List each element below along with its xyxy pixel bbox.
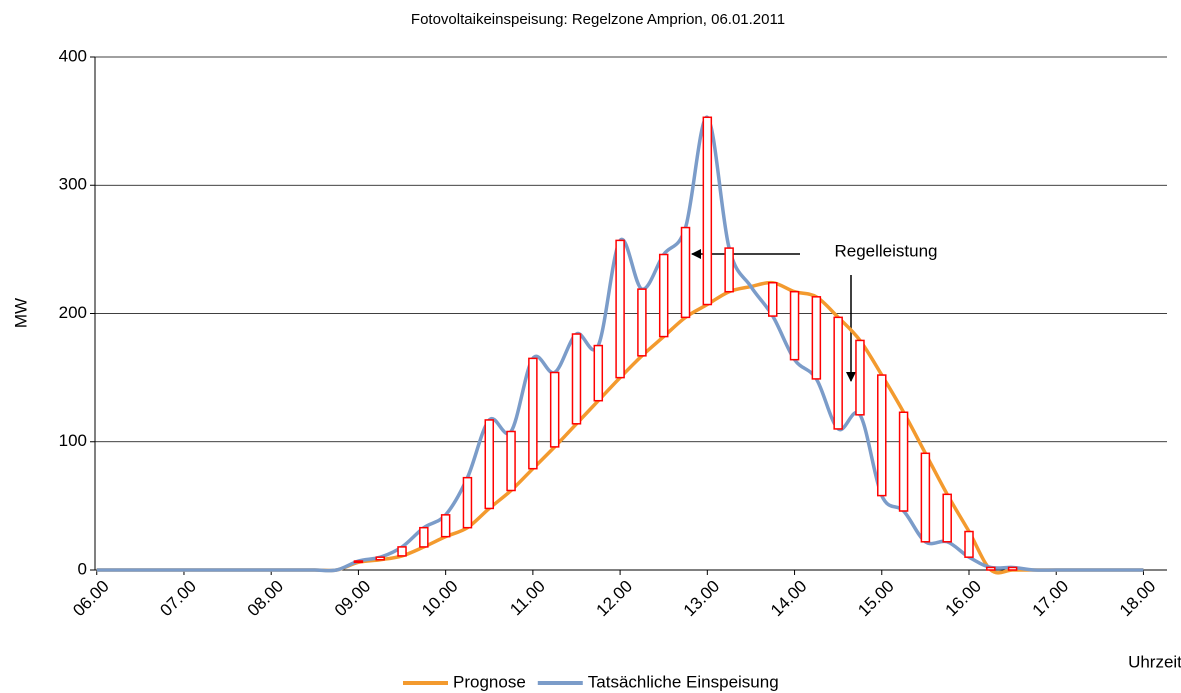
difference-box: [462, 476, 473, 529]
legend-label: Prognose: [453, 672, 526, 691]
difference-box: [942, 493, 952, 543]
difference-box: [724, 247, 734, 293]
x-tick-label: 12.00: [593, 577, 637, 621]
x-tick-label: 10.00: [418, 577, 462, 621]
difference-box: [964, 530, 974, 558]
y-tick-label: 300: [59, 175, 87, 194]
x-tick-label: 09.00: [331, 577, 375, 621]
x-tick-label: 17.00: [1029, 577, 1073, 621]
y-tick-label: 200: [59, 303, 87, 322]
difference-box: [397, 546, 407, 557]
difference-box: [615, 239, 625, 379]
difference-box: [877, 374, 887, 497]
x-tick-label: 07.00: [156, 577, 200, 621]
difference-box: [658, 253, 669, 338]
difference-box: [833, 316, 843, 430]
annotation: Regelleistung: [834, 241, 937, 260]
x-tick-label: 11.00: [506, 577, 549, 620]
difference-box: [506, 430, 516, 492]
chart-title: Fotovoltaikeinspeisung: Regelzone Amprio…: [411, 11, 785, 28]
difference-box: [1007, 566, 1018, 571]
y-tick-label: 400: [59, 46, 87, 65]
x-tick-label: 13.00: [680, 577, 724, 621]
difference-box: [811, 296, 822, 380]
difference-box: [419, 526, 429, 548]
y-axis-title: MW: [11, 298, 30, 328]
difference-box: [680, 226, 691, 319]
difference-box: [855, 339, 865, 416]
difference-box: [789, 290, 800, 361]
x-tick-label: 06.00: [69, 577, 113, 621]
difference-box: [549, 371, 560, 448]
difference-box: [484, 419, 495, 510]
difference-box: [986, 566, 996, 571]
difference-box: [702, 116, 713, 306]
difference-box: [440, 514, 451, 538]
difference-box: [593, 344, 604, 402]
x-tick-label: 16.00: [941, 577, 985, 621]
x-tick-label: 15.00: [854, 577, 898, 621]
y-tick-label: 100: [59, 431, 87, 450]
difference-box: [767, 281, 778, 317]
y-tick-label: 0: [78, 559, 87, 578]
difference-box: [898, 411, 909, 512]
difference-box: [528, 357, 538, 470]
x-axis-title: Uhrzeit: [1128, 652, 1181, 671]
difference-box: [571, 333, 582, 425]
x-tick-label: 14.00: [767, 577, 811, 621]
difference-box: [375, 556, 385, 561]
difference-box: [353, 560, 364, 564]
difference-box: [920, 452, 931, 543]
x-tick-label: 08.00: [244, 577, 288, 621]
difference-box: [637, 288, 647, 357]
x-tick-label: 18.00: [1116, 577, 1160, 621]
legend-label: Tatsächliche Einspeisung: [588, 672, 779, 691]
